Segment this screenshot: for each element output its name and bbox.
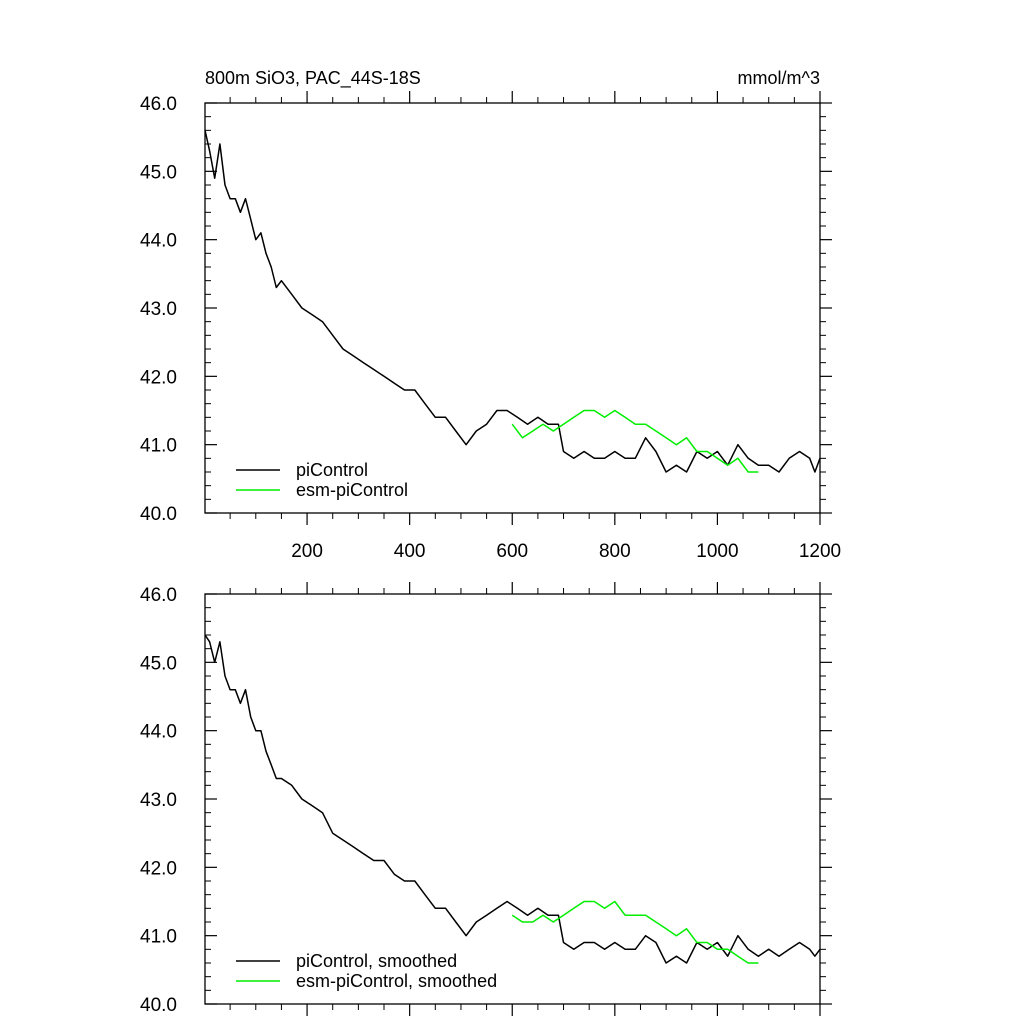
- p0-xtick-label-1: 400: [394, 541, 426, 562]
- p0-ytick-label-3: 43.0: [140, 299, 177, 320]
- p1-ytick-label-2: 42.0: [140, 858, 177, 879]
- p1-series-line-0: [204, 634, 821, 964]
- bottom-legend-label-picontrol-smoothed: piControl, smoothed: [296, 951, 457, 971]
- top-legend: piControl esm-piControl: [236, 460, 408, 500]
- p0-series-line-1: [511, 409, 759, 473]
- p1-series-line-1: [511, 900, 759, 964]
- top-legend-label-picontrol: piControl: [296, 460, 368, 480]
- bottom-series-layer: [204, 634, 821, 964]
- p0-ytick-label-4: 44.0: [140, 231, 177, 252]
- top-legend-label-esm-picontrol: esm-piControl: [296, 480, 408, 500]
- p1-ytick-label-1: 41.0: [140, 927, 177, 948]
- top-title: 800m SiO3, PAC_44S-18S: [205, 68, 421, 89]
- p0-ytick-label-6: 46.0: [140, 94, 177, 115]
- p0-xtick-label-4: 1000: [696, 541, 738, 562]
- bottom-legend-label-esm-picontrol-smoothed: esm-piControl, smoothed: [296, 971, 497, 991]
- p1-ytick-label-0: 40.0: [140, 995, 177, 1016]
- p0-xtick-label-3: 800: [599, 541, 631, 562]
- bottom-panel: 40.0 41.0 42.0 43.0 44.0 45.0 46.0 piControl, …: [140, 582, 832, 1016]
- p0-ytick-label-5: 45.0: [140, 162, 177, 183]
- top-axis-layer: 40.0 41.0 42.0 43.0 44.0 45.0 46.0 200 400 600 800…: [140, 91, 841, 562]
- p1-ytick-label-3: 43.0: [140, 790, 177, 811]
- bottom-plot-frame: [204, 593, 821, 1005]
- top-panel: 800m SiO3, PAC_44S-18S mmol/m^3 40.0 41.0…: [140, 68, 841, 562]
- p0-ytick-label-0: 40.0: [140, 504, 177, 525]
- p0-xtick-label-2: 600: [496, 541, 528, 562]
- top-units: mmol/m^3: [738, 68, 820, 88]
- p0-series-line-0: [204, 130, 821, 473]
- p1-ytick-label-4: 44.0: [140, 722, 177, 743]
- p0-xtick-label-5: 1200: [799, 541, 841, 562]
- bottom-legend: piControl, smoothed esm-piControl, smoot…: [236, 951, 497, 991]
- p0-ytick-label-1: 41.0: [140, 436, 177, 457]
- top-plot-frame: [204, 102, 821, 514]
- top-series-layer: [204, 130, 821, 473]
- p1-ytick-label-5: 45.0: [140, 653, 177, 674]
- p0-ytick-label-2: 42.0: [140, 367, 177, 388]
- bottom-axis-layer: 40.0 41.0 42.0 43.0 44.0 45.0 46.0: [140, 582, 832, 1016]
- p1-ytick-label-6: 46.0: [140, 585, 177, 606]
- p0-xtick-label-0: 200: [291, 541, 323, 562]
